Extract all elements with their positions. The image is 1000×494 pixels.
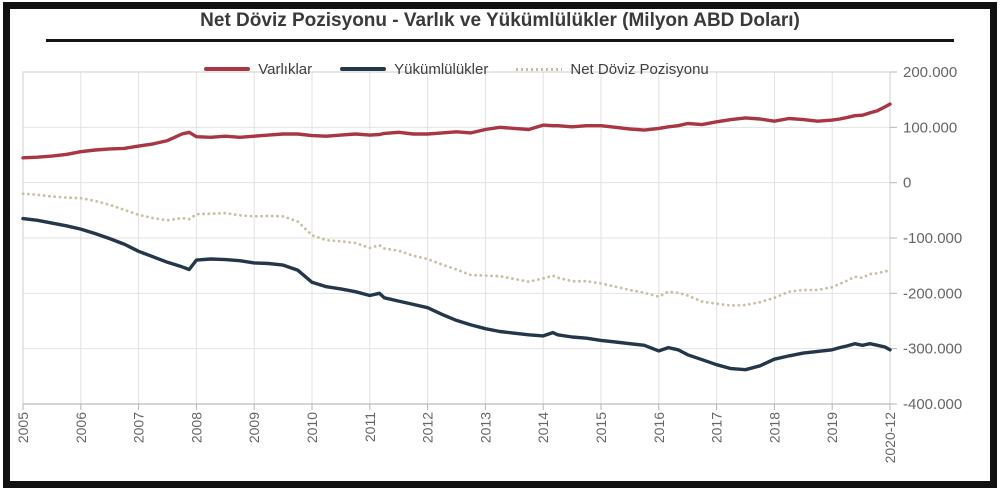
chart-legend: Varlıklar Yükümlülükler Net Döviz Pozisy… (23, 60, 890, 78)
y-tick-label: -400.000 (903, 396, 962, 413)
series-line-1 (21, 216, 892, 372)
x-tick-label: 2008 (188, 412, 204, 443)
x-tick-label: 2016 (651, 412, 667, 443)
legend-dotted-swatch-net-position (516, 67, 563, 71)
tick-marks (22, 71, 897, 410)
x-axis-labels: 2005 2006 2007 2008 2009 2010 2011 2012 2013 2014… (15, 412, 898, 464)
y-tick-label: -300.000 (903, 341, 962, 358)
x-tick-label: 2006 (73, 412, 89, 443)
series-line-0 (21, 102, 892, 160)
y-tick-label: -200.000 (903, 285, 962, 302)
x-tick-label: 2011 (362, 412, 378, 442)
x-tick-label: 2014 (535, 412, 551, 443)
x-tick-label: 2012 (420, 412, 436, 443)
x-tick-label: 2015 (593, 412, 609, 443)
x-tick-label: 2018 (766, 412, 782, 443)
y-tick-label: 0 (903, 175, 911, 192)
y-tick-label: -100.000 (903, 230, 962, 247)
x-tick-label: 2013 (477, 412, 493, 443)
x-tick-label: 2009 (246, 412, 262, 443)
gridlines (22, 71, 891, 405)
x-tick-label: 2020-12 (882, 412, 898, 464)
legend-label-liabilities: Yükümlülükler (394, 60, 489, 78)
y-tick-label: 200.000 (903, 64, 957, 81)
y-tick-label: 100.000 (903, 119, 957, 136)
x-tick-label: 2017 (709, 412, 725, 443)
x-tick-label: 2007 (131, 412, 147, 443)
x-tick-label: 2019 (824, 412, 840, 443)
legend-label-assets: Varlıklar (258, 60, 313, 78)
x-tick-label: 2005 (15, 412, 31, 443)
chart-title: Net Döviz Pozisyonu - Varlık ve Yükümlül… (200, 10, 800, 31)
legend-line-swatch-assets (204, 67, 251, 71)
series-line-2 (21, 192, 892, 307)
legend-item-varliklar: Varlıklar (204, 61, 312, 78)
legend-label-net-position: Net Döviz Pozisyonu (570, 60, 709, 78)
x-tick-label: 2010 (304, 412, 320, 443)
legend-item-net-pozisyon: Net Döviz Pozisyonu (516, 60, 709, 78)
y-axis-labels: 200.000 100.000 0 -100.000 -200.000 -300.000 -… (903, 64, 962, 413)
legend-item-yukumlulukler: Yükümlülükler (340, 61, 488, 78)
legend-line-swatch-liabilities (340, 67, 387, 71)
title-underline (46, 39, 954, 42)
